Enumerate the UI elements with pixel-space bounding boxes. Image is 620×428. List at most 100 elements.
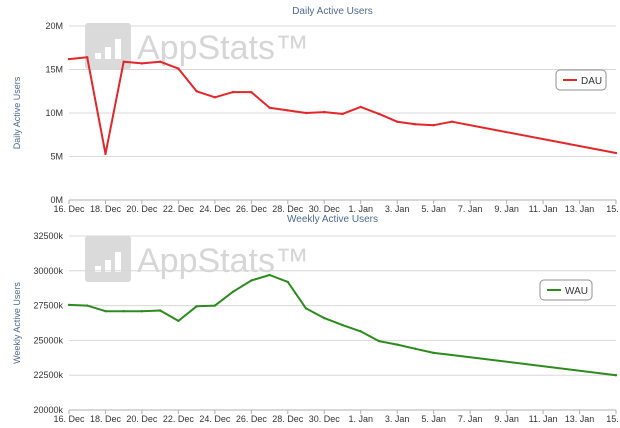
data-point — [140, 62, 144, 65]
x-tick-label: 3. Jan — [385, 414, 410, 424]
x-tick-label: 11. Jan — [529, 204, 558, 214]
data-point — [450, 353, 454, 357]
x-tick-label: 30. Dec — [309, 414, 341, 424]
legend-label: DAU — [581, 76, 602, 87]
x-tick-label: 15. J — [606, 204, 620, 214]
watermark-text: AppStats™ — [137, 242, 309, 280]
data-point — [104, 309, 107, 313]
x-tick-label: 11. Jan — [529, 414, 558, 424]
data-point — [377, 339, 381, 343]
x-tick-label: 16. Dec — [53, 414, 85, 424]
x-tick-label: 20. Dec — [126, 414, 158, 424]
logo-bar — [105, 47, 111, 59]
data-point — [122, 309, 125, 313]
x-tick-label: 26. Dec — [236, 414, 268, 424]
x-tick-label: 1. Jan — [348, 204, 373, 214]
data-point — [304, 307, 308, 310]
x-tick-label: 30. Dec — [309, 204, 341, 214]
data-point — [323, 316, 326, 320]
legend-box — [555, 69, 607, 91]
data-point — [140, 309, 144, 313]
data-point — [359, 330, 362, 333]
data-point — [67, 57, 71, 61]
x-tick-label: 28. Dec — [272, 414, 304, 424]
data-point — [450, 120, 454, 123]
chart-title: Weekly Active Users — [287, 214, 378, 225]
y-tick-label: 0M — [50, 195, 63, 205]
data-point — [323, 110, 326, 114]
y-tick-label: 5M — [50, 152, 63, 162]
x-tick-label: 28. Dec — [272, 204, 304, 214]
data-point — [432, 123, 435, 127]
x-tick-label: 24. Dec — [199, 204, 231, 214]
data-point — [614, 374, 618, 377]
y-axis-label: Weekly Active Users — [12, 282, 22, 364]
y-tick-label: 25000k — [33, 335, 63, 345]
legend[interactable]: WAU — [539, 279, 593, 301]
x-tick-label: 13. Jan — [565, 414, 595, 424]
x-tick-label: 22. Dec — [163, 204, 195, 214]
data-point — [286, 280, 289, 284]
data-point — [341, 323, 344, 327]
data-point — [158, 60, 162, 63]
x-tick-label: 7. Jan — [458, 414, 483, 424]
logo-bar — [115, 252, 121, 272]
appstats-watermark: AppStats™ — [85, 236, 309, 282]
x-tick-label: 18. Dec — [90, 204, 122, 214]
data-point — [304, 111, 308, 115]
y-axis-label: Daily Active Users — [12, 76, 22, 149]
data-point — [177, 319, 180, 323]
y-tick-label: 15M — [45, 65, 63, 75]
data-point — [231, 90, 235, 94]
x-tick-label: 24. Dec — [199, 414, 231, 424]
data-point — [122, 60, 125, 63]
y-tick-label: 22500k — [33, 370, 63, 380]
logo-bar — [105, 260, 111, 272]
data-point — [231, 290, 235, 293]
data-point — [250, 90, 253, 94]
logo-bar — [95, 266, 101, 272]
data-point — [432, 351, 435, 355]
appstats-logo-icon — [85, 236, 131, 282]
data-point — [396, 120, 399, 123]
y-tick-label: 10M — [45, 108, 63, 118]
logo-bar — [95, 53, 101, 59]
data-point — [86, 56, 89, 59]
legend-label: WAU — [565, 286, 588, 297]
data-point — [213, 304, 217, 307]
x-tick-label: 22. Dec — [163, 414, 195, 424]
data-point — [359, 105, 362, 109]
chart-title: Daily Active Users — [292, 6, 373, 17]
x-tick-label: 5. Jan — [421, 414, 446, 424]
chart-weekly-active-users: AppStats™ 20000k 22500k 25000k 27500k 30000k 3… — [12, 214, 620, 424]
data-point — [67, 303, 71, 307]
data-point — [195, 90, 198, 93]
y-tick-label: 27500k — [33, 301, 63, 311]
x-tick-label: 1. Jan — [348, 414, 373, 424]
data-point — [158, 309, 162, 312]
data-point — [414, 347, 417, 350]
series-line-dau — [68, 56, 617, 155]
x-tick-label: 16. Dec — [53, 204, 85, 214]
data-point — [177, 67, 180, 70]
x-tick-label: 7. Jan — [458, 204, 483, 214]
y-tick-label: 20M — [45, 21, 63, 31]
x-tick-label: 18. Dec — [90, 414, 122, 424]
y-tick-label: 30000k — [33, 266, 63, 276]
legend-box — [539, 279, 593, 301]
watermark-text: AppStats™ — [137, 29, 309, 67]
x-tick-label: 5. Jan — [421, 204, 446, 214]
data-point — [286, 109, 289, 112]
x-tick-label: 13. Jan — [565, 204, 595, 214]
legend[interactable]: DAU — [555, 69, 607, 91]
data-point — [104, 152, 107, 156]
data-point — [414, 123, 417, 126]
y-tick-label: 32500k — [33, 231, 63, 241]
data-point — [268, 106, 271, 109]
data-point — [614, 151, 618, 155]
chart-daily-active-users: AppStats™ 0M 5M 10M 15M 20M 16. Dec 18. Dec 20. … — [12, 6, 620, 214]
x-tick-label: 15. J — [606, 414, 620, 424]
data-point — [250, 279, 253, 282]
appstats-watermark: AppStats™ — [85, 23, 309, 69]
